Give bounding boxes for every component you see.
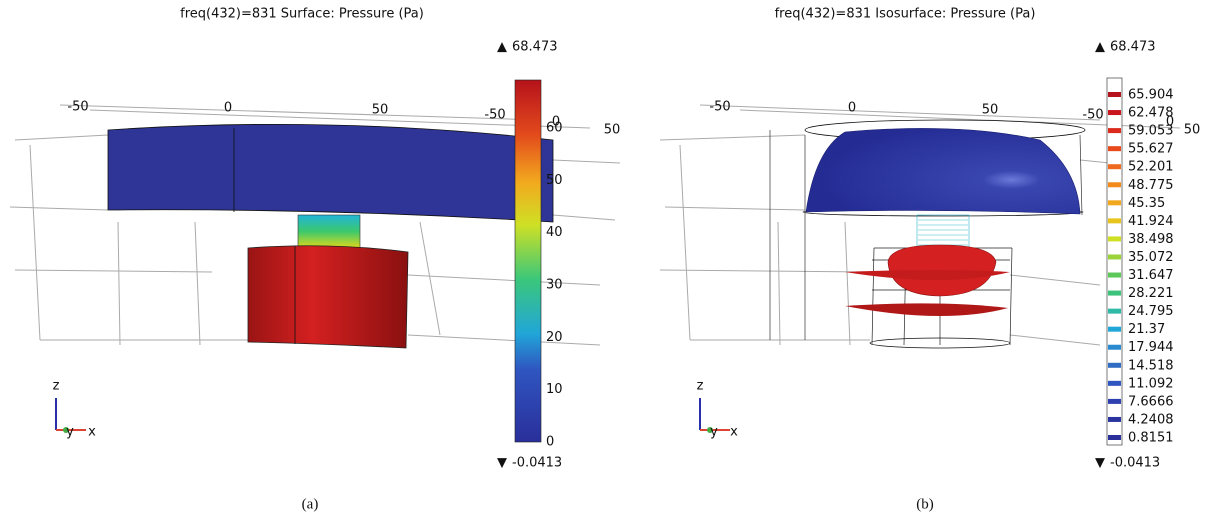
figure: ▲ ▼ ▲ ▼ freq(432)=831 Surface: Pressure … [0, 0, 1210, 522]
axis-label: 0 [552, 115, 560, 130]
axis-label: 0 [848, 101, 856, 116]
colorbar-tick-label: 30 [546, 278, 563, 293]
colorbar-level [1108, 327, 1121, 332]
axis-label: -50 [1082, 108, 1103, 123]
colorbar-tick-label: 40 [546, 225, 563, 240]
colorbar-level [1108, 200, 1121, 205]
colorbar-tick-label: 10 [546, 382, 563, 397]
colorbar-tick-label: 24.795 [1128, 304, 1174, 319]
colorbar [515, 80, 541, 442]
colorbar-tick-label: 20 [546, 330, 563, 345]
panel-title: freq(432)=831 Surface: Pressure (Pa) [180, 7, 424, 22]
caption: (b) [916, 496, 934, 512]
colorbar-tick-label: 35.072 [1128, 250, 1174, 265]
colorbar-level [1108, 345, 1121, 350]
colorbar-level [1108, 381, 1121, 386]
axis-label: -50 [709, 100, 730, 115]
colorbar-level [1108, 273, 1121, 278]
colorbar-tick-label: 48.775 [1128, 178, 1174, 193]
colorbar-tick-label: 65.904 [1128, 88, 1174, 103]
colorbar-level [1108, 164, 1121, 169]
colorbar-tick-label: 11.092 [1128, 376, 1174, 391]
axis-label: 50 [372, 103, 389, 118]
triad-label: y [710, 425, 718, 440]
max-label: 68.473 [1110, 40, 1156, 55]
colorbar-tick-label: 0.8151 [1128, 431, 1174, 446]
triad-label: z [697, 379, 704, 394]
colorbar-level [1108, 363, 1121, 368]
colorbar-tick-label: 45.35 [1128, 196, 1165, 211]
colorbar-level [1108, 236, 1121, 241]
colorbar-level [1108, 146, 1121, 151]
colorbar-tick-label: 31.647 [1128, 268, 1174, 283]
colorbar-tick-label: 52.201 [1128, 160, 1174, 175]
triad-label: z [53, 379, 60, 394]
colorbar-level [1108, 110, 1121, 115]
colorbar-tick-label: 50 [546, 173, 563, 188]
colorbar-level [1108, 435, 1121, 440]
colorbar-tick-label: 41.924 [1128, 214, 1174, 229]
colorbar-tick-label: 55.627 [1128, 142, 1174, 157]
colorbar-level [1108, 182, 1121, 187]
panel-a-scene: ▲ ▼ [10, 40, 620, 471]
colorbar-level [1108, 399, 1121, 404]
axis-label: 50 [604, 123, 621, 138]
min-marker: ▼ [1095, 456, 1105, 471]
colorbar-level [1108, 417, 1121, 422]
panel-b-scene: ▲ ▼ [660, 40, 1180, 471]
colorbar-tick-label: 14.518 [1128, 358, 1174, 373]
axis-label: 50 [982, 103, 999, 118]
axis-label: 0 [1166, 115, 1174, 130]
triad-label: x [730, 425, 738, 440]
max-marker: ▲ [497, 40, 507, 55]
min-marker: ▼ [497, 456, 507, 471]
colorbar-tick-label: 21.37 [1128, 322, 1165, 337]
axis-label: -50 [67, 100, 88, 115]
colorbar-tick-label: 0 [546, 435, 554, 450]
colorbar-level [1108, 128, 1121, 133]
colorbar-level [1108, 218, 1121, 223]
colorbar-tick-label: 7.6666 [1128, 394, 1174, 409]
panel-title: freq(432)=831 Isosurface: Pressure (Pa) [775, 7, 1036, 22]
colorbar-tick-label: 28.221 [1128, 286, 1174, 301]
axis-label: 50 [1184, 123, 1201, 138]
colorbar-level [1108, 309, 1121, 314]
colorbar [1107, 78, 1122, 445]
min-label: -0.0413 [512, 456, 562, 471]
max-label: 68.473 [512, 40, 558, 55]
triad-label: y [66, 425, 74, 440]
axis-label: -50 [484, 108, 505, 123]
colorbar-tick-label: 38.498 [1128, 232, 1174, 247]
caption: (a) [302, 496, 319, 512]
triad-label: x [88, 425, 96, 440]
colorbar-level [1108, 254, 1121, 259]
min-label: -0.0413 [1110, 456, 1160, 471]
colorbar-tick-label: 4.2408 [1128, 412, 1174, 427]
colorbar-level [1108, 92, 1121, 97]
axis-label: 0 [224, 101, 232, 116]
max-marker: ▲ [1095, 40, 1105, 55]
colorbar-level [1108, 291, 1121, 296]
colorbar-tick-label: 17.944 [1128, 340, 1174, 355]
